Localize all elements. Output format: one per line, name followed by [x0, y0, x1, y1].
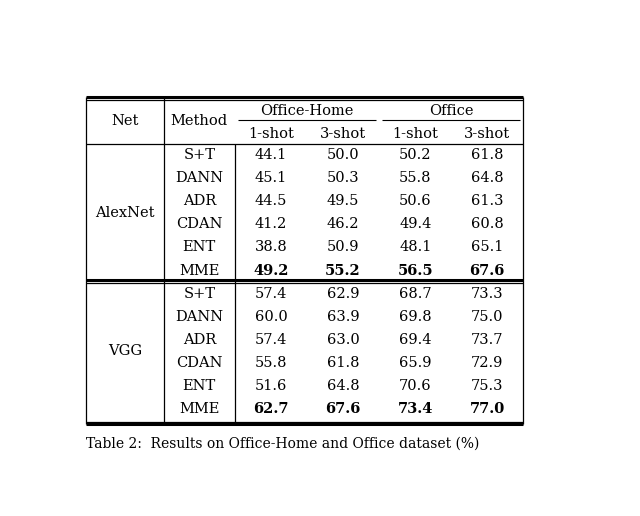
Text: Net: Net	[111, 114, 139, 128]
Text: ENT: ENT	[183, 379, 216, 393]
Text: VGG: VGG	[108, 345, 142, 359]
Text: 65.1: 65.1	[471, 240, 504, 254]
Text: 50.6: 50.6	[399, 195, 431, 208]
Text: 64.8: 64.8	[327, 379, 360, 393]
Text: S+T: S+T	[183, 148, 215, 162]
Text: 3-shot: 3-shot	[464, 126, 510, 140]
Text: 41.2: 41.2	[255, 217, 287, 231]
Text: 55.8: 55.8	[255, 356, 287, 370]
Text: 44.5: 44.5	[255, 195, 287, 208]
Text: 50.3: 50.3	[327, 171, 360, 185]
Text: Method: Method	[171, 114, 228, 128]
Text: 67.6: 67.6	[325, 402, 361, 416]
Text: Office-Home: Office-Home	[260, 104, 354, 118]
Text: 44.1: 44.1	[255, 148, 287, 162]
Text: 50.9: 50.9	[327, 240, 360, 254]
Text: 51.6: 51.6	[255, 379, 287, 393]
Text: ENT: ENT	[183, 240, 216, 254]
Text: S+T: S+T	[183, 287, 215, 301]
Text: 55.8: 55.8	[399, 171, 431, 185]
Text: MME: MME	[179, 264, 220, 278]
Text: 56.5: 56.5	[397, 264, 433, 278]
Text: 60.0: 60.0	[255, 310, 287, 324]
Text: 60.8: 60.8	[471, 217, 504, 231]
Text: MME: MME	[179, 402, 220, 416]
Text: 57.4: 57.4	[255, 333, 287, 347]
Text: 69.8: 69.8	[399, 310, 431, 324]
Text: 68.7: 68.7	[399, 287, 431, 301]
Text: ADR: ADR	[183, 195, 216, 208]
Text: AlexNet: AlexNet	[95, 206, 155, 220]
Text: 73.3: 73.3	[471, 287, 504, 301]
Text: 3-shot: 3-shot	[320, 126, 366, 140]
Text: Table 2:  Results on Office-Home and Office dataset (%): Table 2: Results on Office-Home and Offi…	[86, 437, 479, 451]
Text: 77.0: 77.0	[470, 402, 505, 416]
Text: 61.8: 61.8	[471, 148, 504, 162]
Text: 49.4: 49.4	[399, 217, 431, 231]
Text: 69.4: 69.4	[399, 333, 431, 347]
Text: 1-shot: 1-shot	[248, 126, 294, 140]
Text: 72.9: 72.9	[471, 356, 504, 370]
Text: 64.8: 64.8	[471, 171, 504, 185]
Text: 55.2: 55.2	[325, 264, 361, 278]
Text: 48.1: 48.1	[399, 240, 431, 254]
Text: 46.2: 46.2	[327, 217, 360, 231]
Text: 50.2: 50.2	[399, 148, 431, 162]
Text: 62.7: 62.7	[253, 402, 289, 416]
Text: 45.1: 45.1	[255, 171, 287, 185]
Text: 75.0: 75.0	[471, 310, 504, 324]
Text: 63.0: 63.0	[327, 333, 360, 347]
Text: 61.3: 61.3	[471, 195, 504, 208]
Text: ADR: ADR	[183, 333, 216, 347]
Text: CDAN: CDAN	[176, 356, 223, 370]
Text: 1-shot: 1-shot	[392, 126, 438, 140]
Text: 49.5: 49.5	[327, 195, 359, 208]
Text: 70.6: 70.6	[399, 379, 431, 393]
Text: 50.0: 50.0	[327, 148, 360, 162]
Text: 67.6: 67.6	[470, 264, 505, 278]
Text: 62.9: 62.9	[327, 287, 360, 301]
Text: CDAN: CDAN	[176, 217, 223, 231]
Text: 63.9: 63.9	[327, 310, 360, 324]
Text: 57.4: 57.4	[255, 287, 287, 301]
Text: 38.8: 38.8	[255, 240, 287, 254]
Text: DANN: DANN	[175, 171, 223, 185]
Text: DANN: DANN	[175, 310, 223, 324]
Text: 73.4: 73.4	[397, 402, 433, 416]
Text: 75.3: 75.3	[471, 379, 504, 393]
Text: 73.7: 73.7	[471, 333, 504, 347]
Text: 65.9: 65.9	[399, 356, 431, 370]
Text: Office: Office	[429, 104, 474, 118]
Text: 49.2: 49.2	[253, 264, 289, 278]
Text: 61.8: 61.8	[327, 356, 360, 370]
